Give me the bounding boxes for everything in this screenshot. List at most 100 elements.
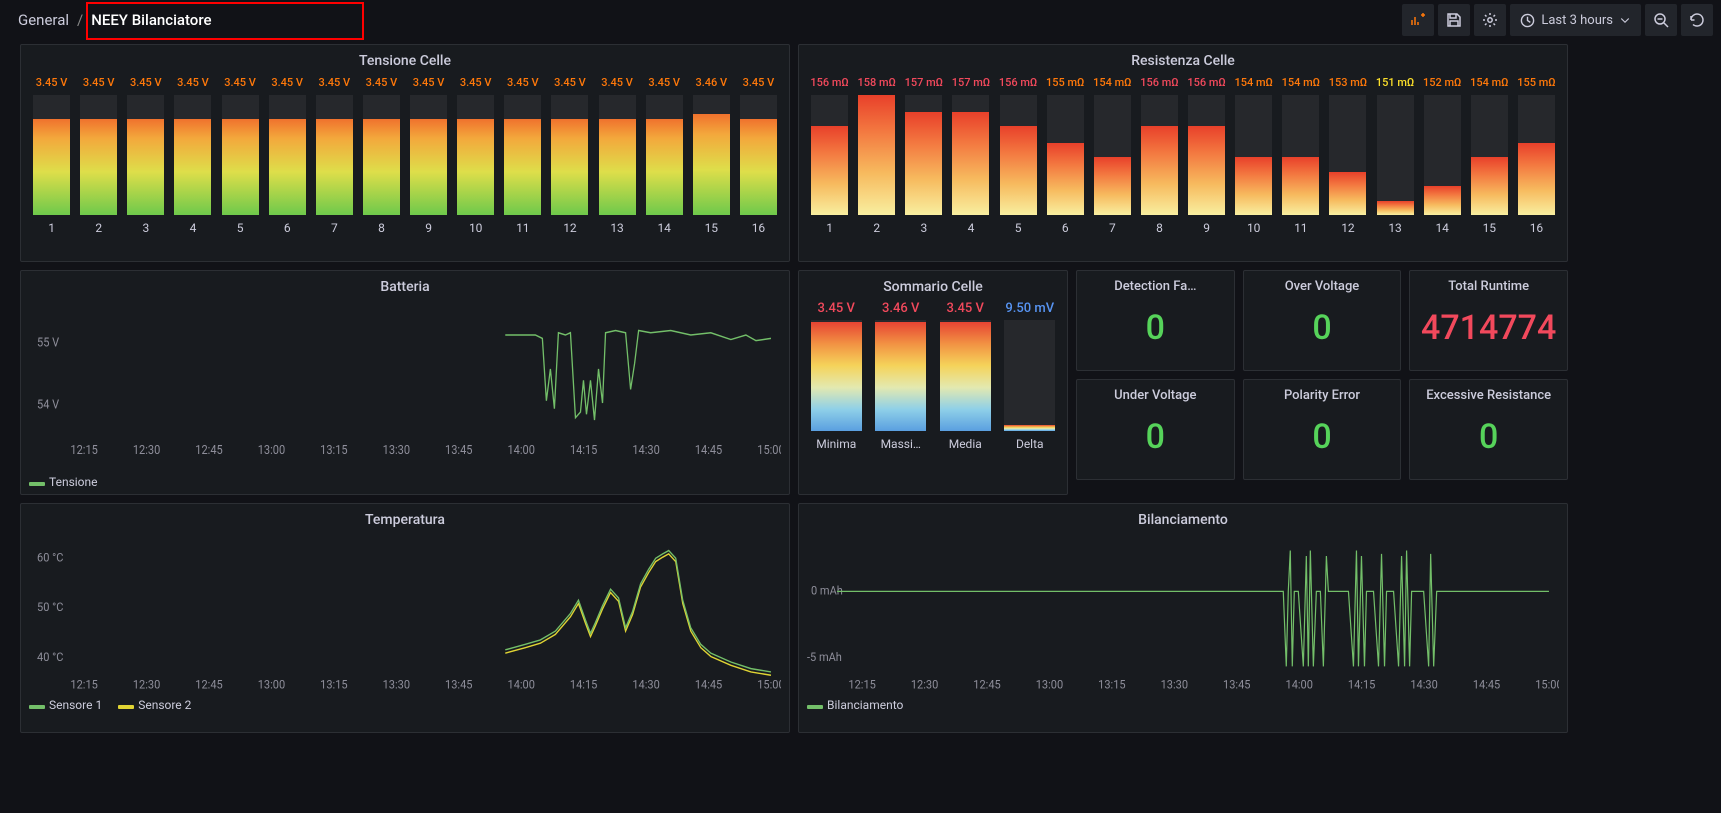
stat-panel[interactable]: Under Voltage 0 [1076,379,1235,480]
stat-panel[interactable]: Polarity Error 0 [1243,379,1402,480]
cell-label: 9 [1203,221,1210,235]
panel-temperatura[interactable]: Temperatura 60 °C 50 °C 40 °C 12:1512:30… [20,503,790,733]
cell-label: 1 [826,221,833,235]
time-picker-label: Last 3 hours [1541,13,1613,28]
stat-title: Detection Fa… [1081,279,1230,294]
summary-label: Minima [807,437,866,451]
stat-title: Under Voltage [1081,388,1230,403]
cell-label: 3 [920,221,927,235]
bar-gauge-cell: 154 mΩ 10 [1231,76,1276,235]
summary-value: 3.45 V [818,301,855,316]
cell-value: 3.45 V [507,76,539,89]
x-tick: 14:00 [1286,677,1313,692]
bar-gauge-cell: 3.45 V 7 [312,76,357,235]
bar-gauge-cell: 158 mΩ 2 [854,76,899,235]
bar-gauge-cell: 3.45 V 9 [406,76,451,235]
cell-value: 156 mΩ [1187,76,1225,89]
y-tick: 40 °C [37,649,64,664]
cell-value: 154 mΩ [1470,76,1508,89]
summary-label: Massi… [872,437,931,451]
stat-panel[interactable]: Detection Fa… 0 [1076,270,1235,371]
cell-value: 156 mΩ [999,76,1037,89]
summary-value: 3.46 V [882,301,919,316]
x-tick: 15:00 [1535,677,1559,692]
refresh-button[interactable] [1681,4,1713,36]
x-tick: 14:15 [570,442,598,457]
panel-tensione-celle[interactable]: Tensione Celle 3.45 V 1 3.45 V 2 3.45 V … [20,44,790,262]
y-tick: 0 mAh [811,583,843,598]
cell-label: 12 [563,221,577,235]
stat-panel[interactable]: Over Voltage 0 [1243,270,1402,371]
cell-value: 154 mΩ [1282,76,1320,89]
legend-item[interactable]: Bilanciamento [827,698,903,712]
bar-gauge-cell: 156 mΩ 8 [1137,76,1182,235]
panel-title: Batteria [29,277,781,301]
time-picker[interactable]: Last 3 hours [1510,4,1641,36]
stat-value: 0 [1146,308,1165,348]
x-tick: 14:45 [1473,677,1501,692]
save-button[interactable] [1438,4,1470,36]
panel-bilanciamento[interactable]: Bilanciamento 0 mAh -5 mAh 12:1512:3012:… [798,503,1568,733]
panel-sommario-celle[interactable]: Sommario Celle 3.45 V Minima 3.46 V Mass… [798,270,1068,495]
series-line-s2 [505,554,771,675]
settings-button[interactable] [1474,4,1506,36]
legend: Tensione [29,471,781,489]
bar-gauge-cell: 3.45 V 8 [359,76,404,235]
summary-label: Delta [1001,437,1060,451]
legend-item[interactable]: Sensore 2 [138,698,191,712]
series-line-s1 [505,551,771,672]
series-line [505,330,771,420]
bar-gauge-cell: 3.45 V 14 [642,76,687,235]
x-tick: 15:00 [757,677,781,692]
legend-item[interactable]: Tensione [49,475,98,489]
cell-value: 3.45 V [177,76,209,89]
x-tick: 12:15 [848,677,876,692]
cell-label: 11 [516,221,530,235]
add-panel-button[interactable] [1402,4,1434,36]
cell-label: 10 [1247,221,1261,235]
cell-label: 14 [1435,221,1449,235]
stat-value: 0 [1479,417,1498,457]
cell-label: 3 [142,221,149,235]
breadcrumb-dashboard[interactable]: NEEY Bilanciatore [91,11,211,29]
cell-label: 13 [610,221,624,235]
x-tick: 12:15 [70,442,98,457]
cell-value: 157 mΩ [952,76,990,89]
x-tick: 14:00 [508,677,535,692]
bar-gauge-cell: 3.45 V 1 [29,76,74,235]
panel-title: Sommario Celle [807,277,1059,301]
panel-resistenza-celle[interactable]: Resistenza Celle 156 mΩ 1 158 mΩ 2 157 m… [798,44,1568,262]
cell-value: 3.45 V [130,76,162,89]
x-tick: 13:45 [445,677,473,692]
cell-value: 3.46 V [695,76,727,89]
cell-label: 4 [190,221,197,235]
cell-value: 3.45 V [648,76,680,89]
y-tick: 60 °C [37,550,64,565]
x-tick: 12:30 [133,677,160,692]
cell-value: 154 mΩ [1093,76,1131,89]
bar-gauge-cell: 3.45 V 5 [218,76,263,235]
cell-label: 16 [1530,221,1544,235]
panel-title: Tensione Celle [29,51,781,75]
bar-gauge-cell: 3.45 V 10 [453,76,498,235]
panel-batteria[interactable]: Batteria 55 V 54 V 12:1512:3012:4513:001… [20,270,790,495]
x-tick: 12:45 [973,677,1001,692]
x-tick: 13:15 [320,677,348,692]
x-tick: 12:30 [133,442,160,457]
breadcrumb-folder[interactable]: General [18,11,69,29]
cell-label: 8 [378,221,385,235]
bar-gauge-cell: 3.45 V 6 [265,76,310,235]
x-tick: 14:15 [570,677,598,692]
cell-value: 3.45 V [318,76,350,89]
stat-panel[interactable]: Excessive Resistance 0 [1409,379,1568,480]
bar-gauge-cell: 154 mΩ 7 [1090,76,1135,235]
stat-value: 0 [1312,308,1331,348]
legend: Sensore 1 Sensore 2 [29,694,781,712]
panel-title: Resistenza Celle [807,51,1559,75]
zoom-out-button[interactable] [1645,4,1677,36]
cell-value: 151 mΩ [1376,76,1414,89]
cell-label: 15 [705,221,719,235]
stat-panel[interactable]: Total Runtime 4714774 [1409,270,1568,371]
legend-item[interactable]: Sensore 1 [49,698,102,712]
x-tick: 13:15 [1098,677,1126,692]
